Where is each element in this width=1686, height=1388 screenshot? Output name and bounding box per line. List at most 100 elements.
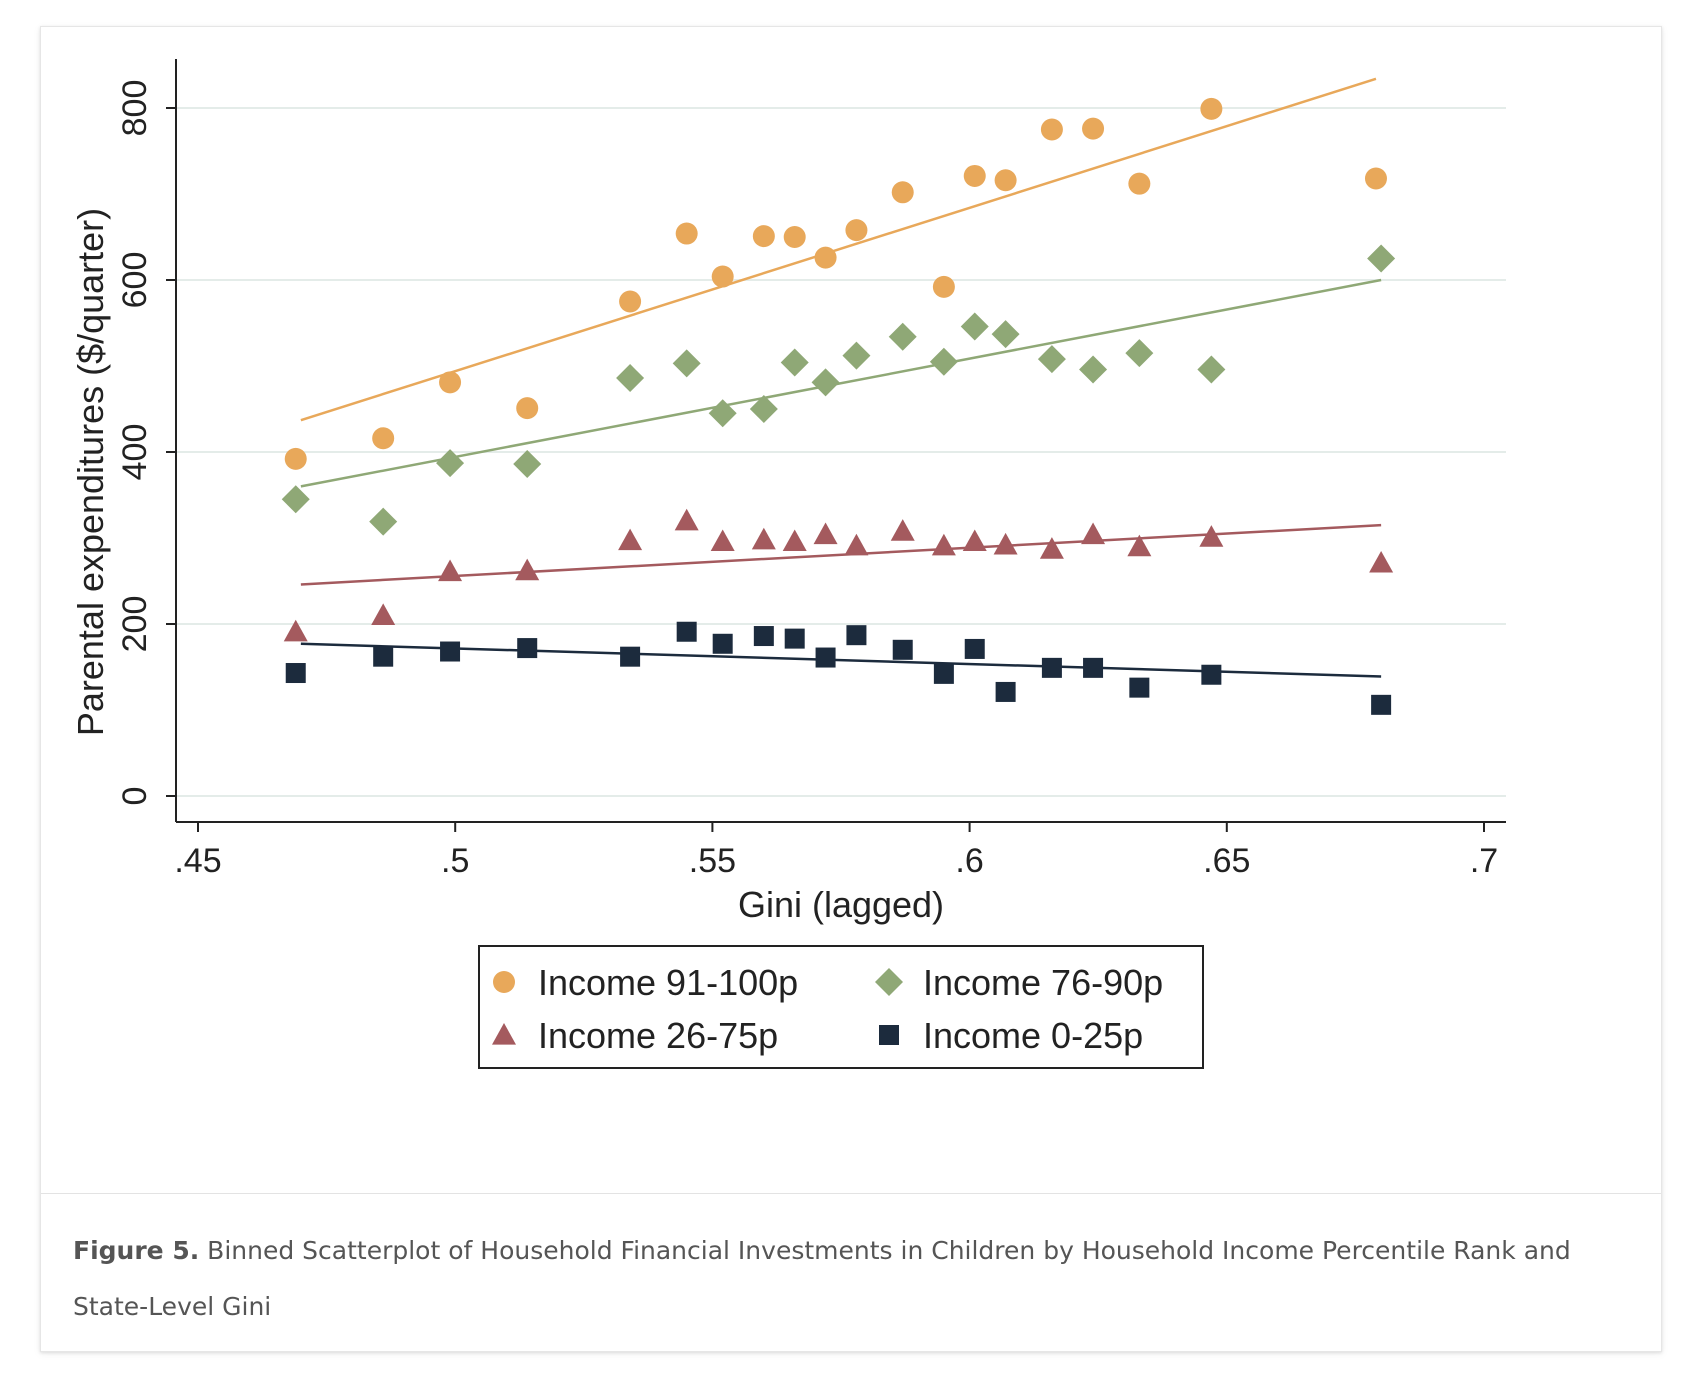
x-tick-label: .65 (1203, 842, 1250, 880)
point-income-0-25p (1041, 657, 1062, 678)
x-tick-label: .55 (689, 842, 736, 880)
figure-label: Figure 5. (73, 1236, 200, 1265)
point-income-26-75p (931, 533, 956, 556)
point-income-76-90p (281, 485, 310, 514)
y-tick-label: 600 (116, 252, 154, 309)
point-income-26-75p (1081, 522, 1106, 545)
point-income-0-25p (964, 638, 985, 659)
point-income-91-100p (1200, 97, 1223, 120)
data-points (281, 97, 1396, 715)
legend-label-income-0-25p: Income 0-25p (923, 1015, 1143, 1056)
point-income-76-90p (888, 322, 917, 351)
point-income-0-25p (815, 647, 836, 668)
point-income-76-90p (1037, 345, 1066, 374)
x-tick-label: .5 (441, 842, 469, 880)
point-income-26-75p (1127, 534, 1152, 557)
y-tick-label: 200 (116, 596, 154, 653)
point-income-0-25p (1083, 657, 1104, 678)
point-income-91-100p (963, 164, 986, 187)
axes: 0 200 400 600 800 .45 .5 .55 .6 .65 .7 (116, 59, 1506, 880)
point-income-26-75p (844, 533, 869, 556)
figure-card: 0 200 400 600 800 .45 .5 .55 .6 .65 .7 Gini (lagge… (40, 26, 1662, 1352)
point-income-91-100p (372, 427, 395, 450)
point-income-76-90p (616, 364, 645, 393)
point-income-26-75p (751, 527, 776, 550)
point-income-91-100p (1082, 117, 1105, 140)
point-income-76-90p (1125, 339, 1154, 368)
figure-caption-text: Binned Scatterplot of Household Financia… (73, 1236, 1571, 1321)
point-income-91-100p (1364, 167, 1387, 190)
point-income-76-90p (1079, 355, 1108, 384)
point-income-76-90p (672, 349, 701, 378)
point-income-76-90p (811, 368, 840, 397)
point-income-26-75p (1369, 550, 1394, 573)
point-income-26-75p (962, 529, 987, 552)
point-income-76-90p (1197, 355, 1226, 384)
point-income-76-90p (1367, 244, 1396, 273)
point-income-0-25p (933, 663, 954, 684)
point-income-0-25p (753, 626, 774, 647)
point-income-91-100p (675, 222, 698, 245)
legend-marker-income-76-90p (875, 968, 903, 996)
point-income-76-90p (749, 395, 778, 423)
point-income-26-75p (674, 508, 699, 531)
fit-line-income-76-90p (300, 278, 1382, 488)
gridlines (177, 107, 1506, 797)
point-income-26-75p (371, 603, 396, 625)
point-income-91-100p (783, 226, 806, 248)
point-income-26-75p (782, 529, 807, 552)
point-income-0-25p (995, 681, 1016, 702)
legend-marker-income-0-25p (879, 1025, 899, 1045)
caption-divider (41, 1193, 1661, 1194)
point-income-26-75p (710, 529, 735, 552)
point-income-91-100p (845, 219, 868, 242)
legend-label-income-76-90p: Income 76-90p (923, 962, 1163, 1003)
fit-lines (300, 77, 1382, 678)
fit-line-income-91-100p (300, 77, 1377, 422)
x-tick-label: .7 (1470, 842, 1498, 880)
point-income-0-25p (517, 638, 538, 659)
point-income-91-100p (516, 397, 539, 420)
scatter-chart: 0 200 400 600 800 .45 .5 .55 .6 .65 .7 Gini (lagge… (70, 59, 1506, 1069)
point-income-0-25p (676, 621, 697, 642)
point-income-91-100p (814, 246, 837, 269)
point-income-26-75p (1039, 537, 1064, 559)
y-tick-label: 400 (116, 424, 154, 481)
fit-line-income-26-75p (300, 523, 1382, 586)
point-income-76-90p (991, 320, 1020, 349)
point-income-91-100p (891, 181, 914, 204)
point-income-26-75p (813, 522, 838, 545)
point-income-0-25p (440, 641, 461, 662)
x-tick-label: .45 (174, 842, 221, 880)
point-income-91-100p (752, 225, 775, 248)
point-income-26-75p (993, 532, 1018, 555)
point-income-91-100p (711, 265, 734, 288)
point-income-76-90p (929, 347, 958, 376)
point-income-0-25p (784, 628, 805, 649)
x-axis-title: Gini (lagged) (738, 884, 944, 925)
legend-box (478, 945, 1204, 1069)
point-income-91-100p (1040, 118, 1063, 141)
point-income-91-100p (1128, 172, 1151, 195)
point-income-0-25p (1371, 694, 1392, 715)
point-income-91-100p (932, 275, 955, 298)
y-tick-label: 0 (116, 787, 154, 806)
legend-marker-income-91-100p (493, 971, 515, 993)
point-income-91-100p (284, 447, 307, 470)
point-income-91-100p (994, 169, 1017, 192)
point-income-76-90p (369, 507, 398, 536)
y-tick-label: 800 (116, 80, 154, 137)
point-income-26-75p (1199, 525, 1224, 547)
x-tick-label: .6 (955, 842, 983, 880)
point-income-26-75p (515, 558, 540, 581)
point-income-0-25p (1201, 664, 1222, 685)
point-income-0-25p (373, 646, 394, 667)
legend-label-income-26-75p: Income 26-75p (538, 1015, 778, 1056)
legend: Income 91-100p Income 76-90p Income 26-75p… (478, 945, 1204, 1069)
point-income-76-90p (780, 348, 809, 377)
point-income-76-90p (842, 341, 871, 370)
point-income-26-75p (438, 559, 463, 582)
point-income-26-75p (283, 619, 308, 642)
figure-area: 0 200 400 600 800 .45 .5 .55 .6 .65 .7 Gini (lagge… (41, 27, 1661, 1193)
figure-caption: Figure 5. Binned Scatterplot of Househol… (73, 1223, 1633, 1335)
